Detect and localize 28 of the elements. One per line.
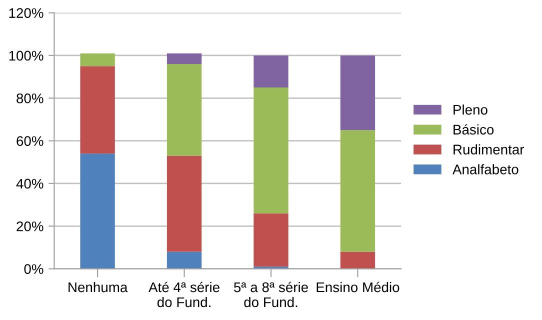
x-tick-label: Até 4ª série do Fund. — [148, 282, 220, 308]
bar — [166, 53, 202, 64]
bar — [80, 66, 115, 154]
bar — [254, 55, 288, 88]
x-tick-label: 5ª a 8ª série do Fund. — [234, 282, 308, 308]
y-tick-label: 100% — [9, 50, 44, 61]
bar — [254, 87, 288, 214]
bar — [340, 130, 376, 252]
y-tick-label: 0% — [24, 264, 44, 274]
legend-label: Básico — [454, 124, 494, 135]
x-tick-label: Ensino Médio — [316, 282, 400, 292]
y-tick-label: 120% — [9, 8, 44, 18]
legend-label: Rudimentar — [454, 144, 524, 154]
bar — [254, 213, 288, 267]
legend-label: Analfabeto — [452, 164, 518, 174]
x-tick-label: Nenhuma — [68, 282, 128, 292]
bar — [80, 53, 115, 66]
bar — [340, 55, 376, 130]
bar — [80, 154, 115, 269]
y-tick-label: 80% — [16, 93, 44, 104]
y-tick-label: 60% — [16, 136, 44, 146]
y-tick-label: 40% — [16, 178, 44, 189]
legend-label: Pleno — [454, 104, 488, 115]
bar — [166, 252, 202, 269]
y-tick-label: 20% — [16, 221, 44, 232]
bar — [166, 64, 202, 156]
bar — [340, 252, 376, 269]
bar — [166, 156, 202, 252]
